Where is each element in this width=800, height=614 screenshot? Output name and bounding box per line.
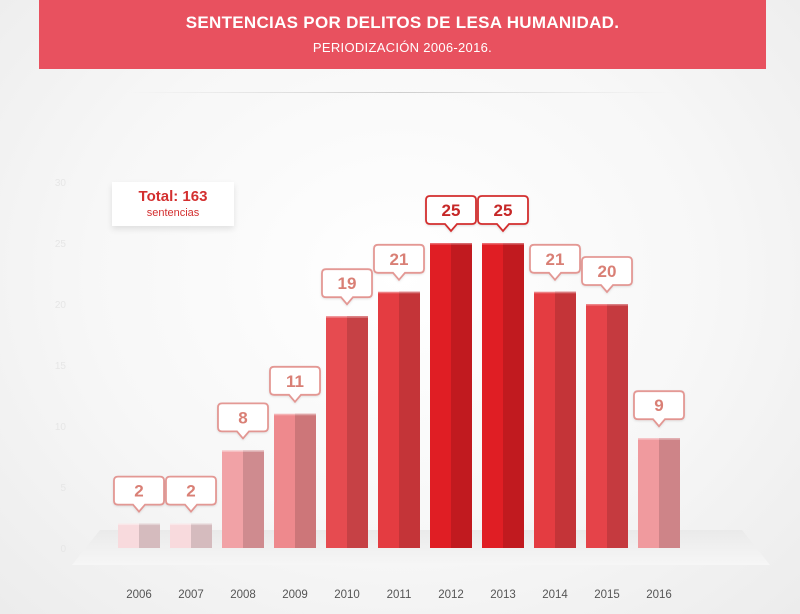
bar-highlight (482, 243, 524, 245)
data-label-callout (217, 402, 269, 440)
data-label: 25 (442, 201, 461, 220)
data-label-callout (477, 195, 529, 233)
bar-highlight (274, 413, 316, 416)
data-label-callout (633, 390, 685, 428)
x-tick-label: 2012 (438, 589, 464, 601)
x-tick-label: 2014 (542, 589, 568, 601)
data-label-callout (113, 475, 165, 513)
bar-shade (659, 438, 680, 548)
bar-shade (243, 450, 264, 548)
bar-shade (139, 523, 160, 548)
bar-shade (555, 291, 576, 548)
total-unit: sentencias (146, 207, 200, 219)
x-tick-label: 2010 (334, 589, 360, 601)
bar-highlight (534, 291, 576, 294)
y-tick-label: 20 (55, 300, 67, 311)
bar-shade (347, 316, 368, 548)
x-tick-label: 2008 (230, 589, 256, 601)
y-tick-label: 25 (55, 239, 67, 250)
data-label: 2 (134, 482, 143, 501)
data-label-callout (321, 268, 373, 306)
bar-shade (503, 243, 524, 548)
bar-highlight (222, 450, 264, 452)
y-axis: 0 5 10 15 20 25 30 (55, 178, 67, 555)
bar-highlight (170, 523, 212, 526)
x-tick-label: 2016 (646, 589, 672, 601)
bar-shade (295, 413, 316, 548)
bar-shade (451, 243, 472, 548)
bar-shade (607, 304, 628, 548)
data-label-callout (425, 195, 477, 233)
bars-group: 2 2 8 11 19 21 25 25 21 20 9 (113, 195, 685, 548)
x-tick-label: 2009 (282, 589, 308, 601)
bar-shade (191, 523, 212, 548)
x-tick-label: 2015 (594, 589, 620, 601)
chart-title: SENTENCIAS POR DELITOS DE LESA HUMANIDAD… (185, 13, 620, 32)
data-label: 19 (338, 274, 357, 293)
data-label-callout (581, 256, 633, 294)
data-label: 20 (598, 262, 617, 281)
data-label: 8 (238, 408, 247, 427)
x-tick-label: 2013 (490, 589, 516, 601)
x-tick-label: 2007 (178, 589, 204, 601)
bar-highlight (326, 316, 368, 318)
bar-highlight (118, 523, 160, 526)
y-tick-label: 10 (55, 422, 67, 433)
x-tick-label: 2011 (387, 589, 412, 601)
data-label: 2 (186, 482, 195, 501)
y-tick-label: 5 (60, 483, 66, 494)
y-tick-label: 0 (60, 544, 66, 555)
data-label-callout (529, 243, 581, 282)
bar-highlight (378, 291, 420, 294)
data-label: 25 (494, 201, 513, 220)
data-label-callout (269, 365, 321, 404)
data-label-callout (373, 243, 425, 282)
data-label-callout (165, 475, 217, 513)
chart-header: SENTENCIAS POR DELITOS DE LESA HUMANIDAD… (39, 0, 766, 69)
x-tick-label: 2006 (126, 589, 152, 601)
y-tick-label: 15 (55, 361, 67, 372)
data-label: 21 (390, 250, 409, 269)
data-label: 21 (546, 250, 565, 269)
bar-highlight (638, 438, 680, 440)
x-axis: 2006 2007 2008 2009 2010 2011 2012 2013 2014 2015… (126, 589, 672, 601)
data-label: 9 (654, 396, 663, 415)
data-label: 11 (286, 372, 304, 391)
bar-shade (399, 291, 420, 548)
chart-subtitle: PERIODIZACIÓN 2006-2016. (312, 40, 493, 55)
bar-highlight (586, 304, 628, 306)
bar-highlight (430, 243, 472, 245)
divider-line (130, 92, 670, 93)
total-label: Total: 163 (138, 188, 208, 205)
total-summary-card: Total: 163 sentencias (112, 182, 234, 226)
y-tick-label: 30 (55, 178, 67, 189)
